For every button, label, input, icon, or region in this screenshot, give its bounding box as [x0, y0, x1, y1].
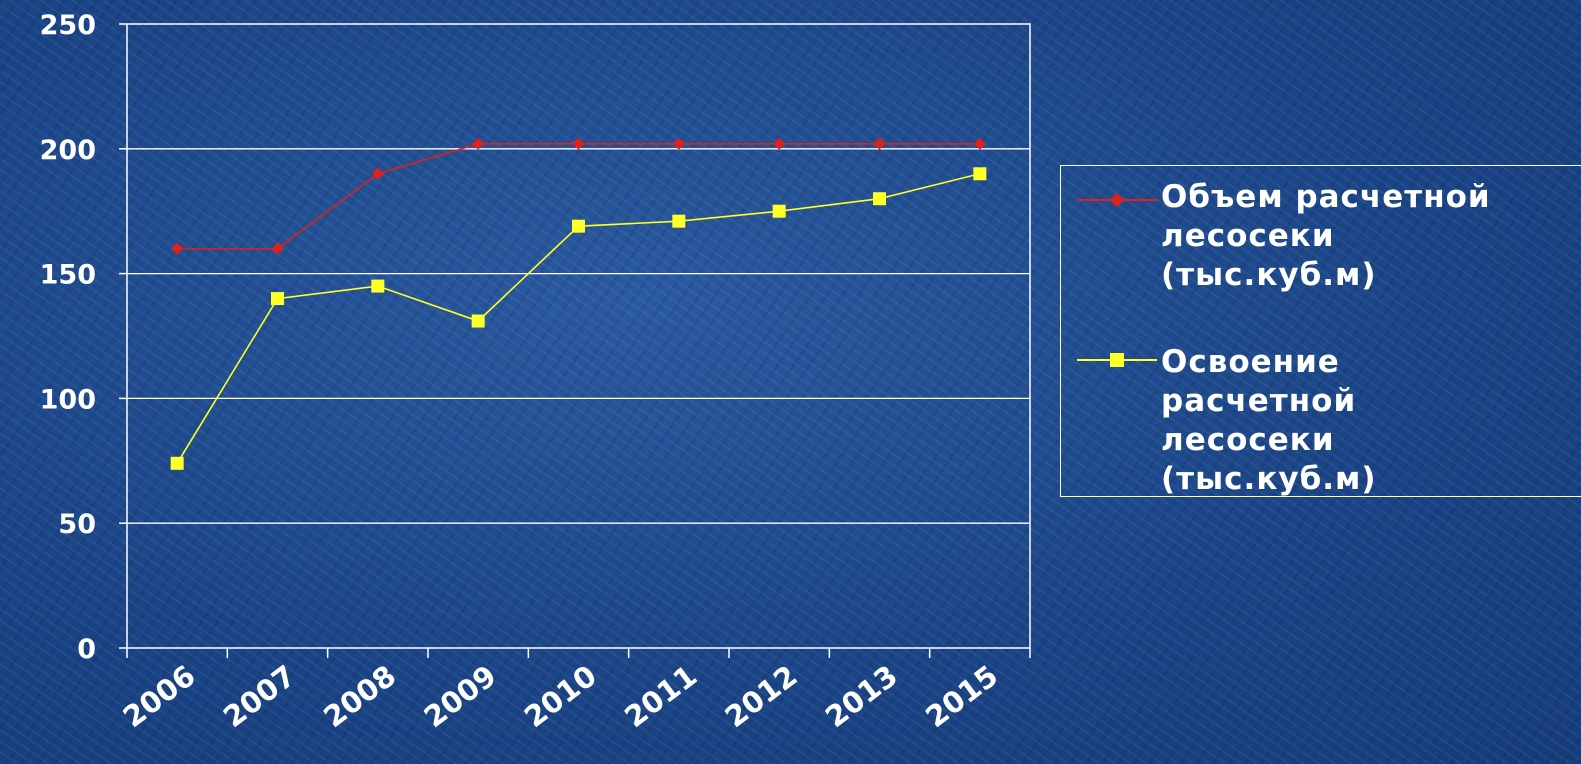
- legend-label-osvoenie: Освоение расчетной лесосеки (тыс.куб.м): [1161, 344, 1377, 497]
- data-point: [873, 137, 886, 150]
- axes: [119, 23, 1031, 658]
- series-lines: [170, 137, 987, 470]
- data-point: [773, 137, 786, 150]
- y-tick-label: 0: [77, 634, 96, 665]
- data-point: [973, 137, 986, 150]
- y-tick-label: 50: [58, 509, 96, 540]
- data-point: [672, 214, 686, 228]
- legend-swatch-red-diamond: [1077, 193, 1157, 207]
- series-line: [176, 172, 981, 464]
- x-tick-label: 2015: [919, 658, 1004, 734]
- data-point: [572, 219, 585, 233]
- data-point: [973, 167, 987, 181]
- legend-label-objem: Объем расчетной лесосеки (тыс.куб.м): [1161, 179, 1491, 293]
- x-axis-tick-labels: 2006 2007 2008 2009 2010 2011 2012 2013 2015: [117, 658, 1005, 734]
- legend: Объем расчетной лесосеки (тыс.куб.м) Осв…: [1060, 165, 1581, 497]
- x-tick-label: 2008: [317, 658, 402, 734]
- data-point: [371, 279, 385, 293]
- plot-area-border: [126, 23, 1031, 649]
- data-point: [271, 292, 284, 306]
- x-tick-label: 2007: [217, 658, 302, 734]
- x-tick-label: 2011: [618, 658, 703, 734]
- x-tick-label: 2013: [819, 658, 904, 734]
- y-tick-label: 100: [40, 384, 96, 415]
- y-tick-label: 250: [40, 10, 96, 41]
- data-point: [672, 137, 685, 150]
- y-tick-label: 200: [40, 135, 96, 166]
- legend-swatch-yellow-square: [1077, 353, 1157, 367]
- series-0: [171, 137, 986, 255]
- series-line: [177, 143, 980, 250]
- data-point: [873, 192, 886, 206]
- data-point: [170, 456, 184, 470]
- x-tick-label: 2009: [418, 658, 503, 734]
- grid-lines: [127, 148, 1030, 524]
- y-tick-label: 150: [40, 260, 96, 291]
- data-point: [472, 137, 485, 150]
- x-tick-label: 2006: [117, 658, 202, 734]
- x-tick-label: 2010: [518, 658, 603, 734]
- series-1: [170, 167, 987, 470]
- data-point: [371, 167, 384, 180]
- data-point: [471, 314, 485, 328]
- data-point: [772, 204, 786, 218]
- data-point: [572, 137, 585, 150]
- data-point: [171, 242, 184, 255]
- data-point: [271, 242, 284, 255]
- x-tick-label: 2012: [719, 658, 804, 734]
- y-axis-tick-labels: 0 50 100 150 200 250: [40, 10, 96, 665]
